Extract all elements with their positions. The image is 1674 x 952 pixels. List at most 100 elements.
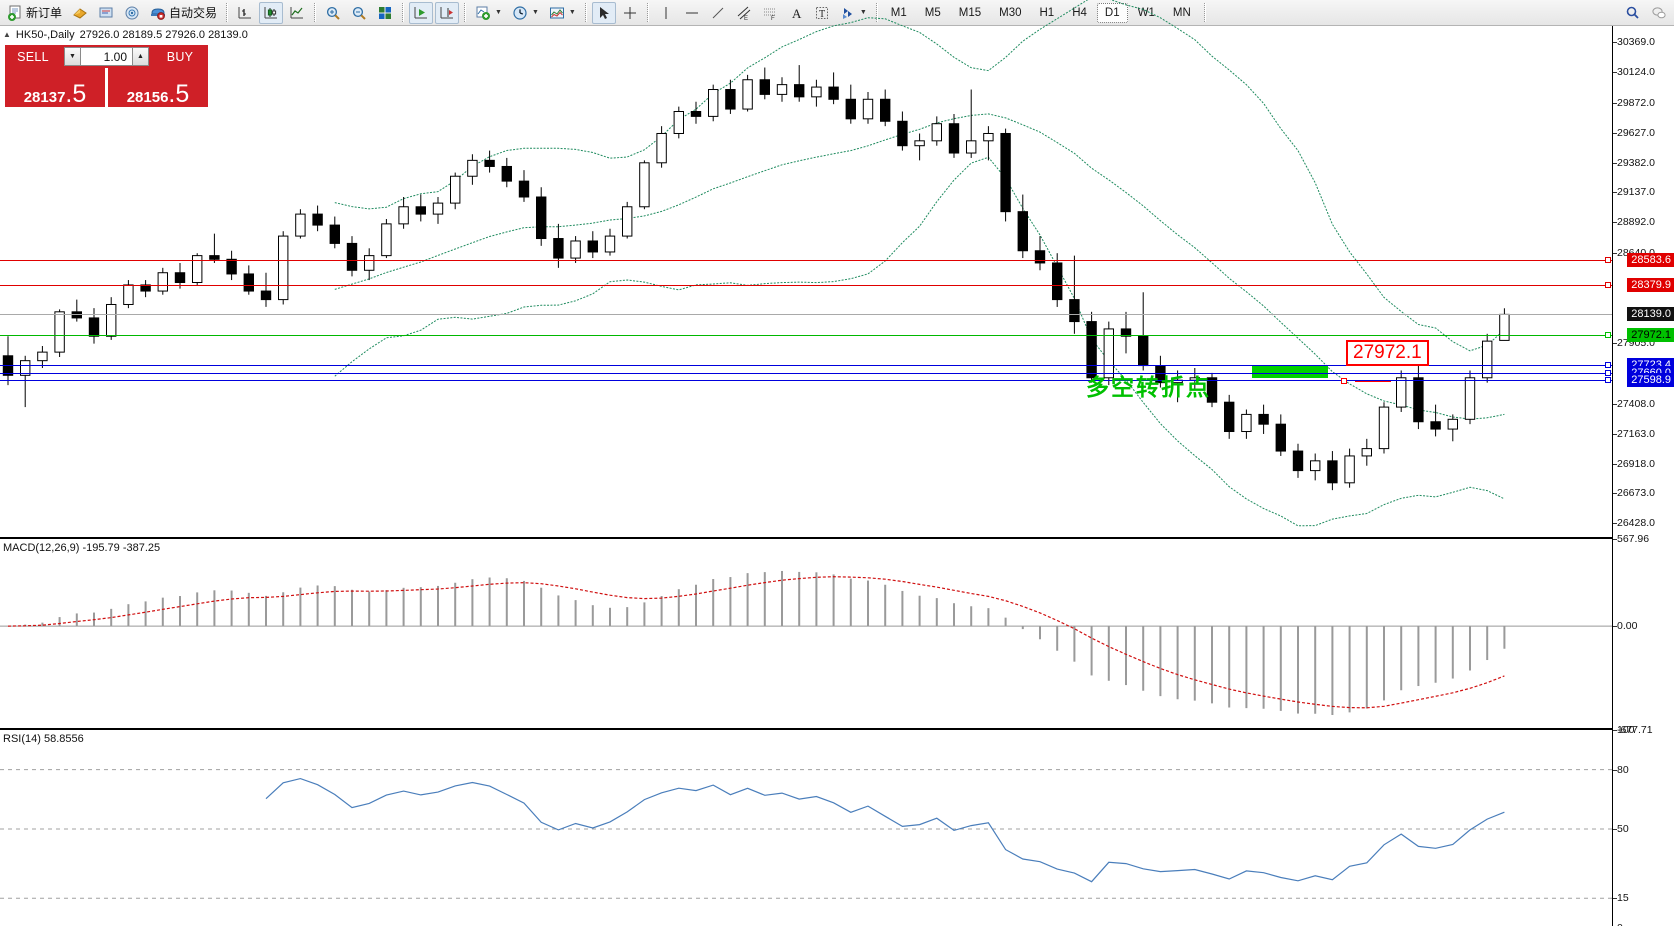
rsi-pane[interactable]: RSI(14) 58.8556 bbox=[0, 730, 1612, 928]
bid-price-integer: 28137 bbox=[23, 89, 66, 106]
chevron-down-icon[interactable]: ▼ bbox=[531, 9, 539, 16]
horizontal-level-line[interactable] bbox=[0, 372, 1612, 374]
price-level-label: 28583.6 bbox=[1627, 253, 1674, 268]
search-icon bbox=[1625, 5, 1641, 21]
collapse-triangle-icon[interactable]: ▲ bbox=[3, 30, 11, 39]
horizontal-line-button[interactable] bbox=[680, 2, 704, 24]
bid-price-fraction: .5 bbox=[65, 79, 87, 108]
level-line-handle[interactable] bbox=[1605, 281, 1611, 288]
timeframe-h4[interactable]: H4 bbox=[1072, 6, 1087, 19]
vertical-line-button[interactable] bbox=[654, 2, 678, 24]
horizontal-level-line[interactable] bbox=[0, 380, 1612, 382]
trendline-button[interactable] bbox=[706, 2, 730, 24]
horizontal-line-icon bbox=[684, 5, 700, 21]
zoom-out-icon bbox=[351, 5, 367, 21]
buy-price-button[interactable]: 28156 .5 bbox=[108, 68, 208, 107]
sell-price-button[interactable]: 28137 .5 bbox=[5, 68, 105, 107]
templates-button[interactable]: ▼ bbox=[545, 2, 580, 24]
add-indicator-button[interactable]: ▼ bbox=[471, 2, 506, 24]
volume-increase-button[interactable]: ▲ bbox=[132, 47, 149, 66]
line-chart-button[interactable] bbox=[285, 2, 309, 24]
bar-chart-icon bbox=[237, 5, 253, 21]
price-axis-tickmark bbox=[1613, 42, 1617, 43]
level-line-handle[interactable] bbox=[1605, 377, 1611, 384]
horizontal-level-line[interactable] bbox=[0, 314, 1612, 316]
rsi-axis-tick-label: 80 bbox=[1617, 763, 1629, 776]
macd-axis-tick-label: -677.71 bbox=[1617, 724, 1653, 736]
level-line-handle[interactable] bbox=[1605, 257, 1611, 264]
shapes-button[interactable]: ▼ bbox=[836, 2, 871, 24]
gold-button[interactable] bbox=[68, 2, 92, 24]
signals-button[interactable] bbox=[120, 2, 144, 24]
price-axis-tick-label: 29382.0 bbox=[1617, 156, 1655, 169]
toolbar-separator bbox=[314, 3, 317, 22]
macd-pane[interactable]: MACD(12,26,9) -195.79 -387.25 bbox=[0, 539, 1612, 730]
level-line-handle[interactable] bbox=[1605, 369, 1611, 376]
add-indicator-icon bbox=[475, 5, 491, 21]
timeframe-m15[interactable]: M15 bbox=[958, 6, 982, 19]
chat-button[interactable] bbox=[1647, 2, 1671, 24]
timeframe-h1[interactable]: H1 bbox=[1039, 6, 1055, 19]
timeframe-m30[interactable]: M30 bbox=[999, 6, 1022, 19]
crosshair-button[interactable] bbox=[618, 2, 642, 24]
toolbar-separator bbox=[402, 3, 405, 22]
buy-button-label[interactable]: BUY bbox=[152, 45, 208, 68]
search-button[interactable] bbox=[1621, 2, 1645, 24]
terminal-icon bbox=[98, 5, 114, 21]
chart-shift-button[interactable] bbox=[435, 1, 460, 24]
equidistant-channel-button[interactable]: E bbox=[732, 2, 756, 24]
sell-button-label[interactable]: SELL bbox=[5, 45, 61, 68]
price-axis-tick-label: 26673.0 bbox=[1617, 487, 1655, 500]
chevron-down-icon[interactable]: ▼ bbox=[859, 9, 867, 16]
timeframe-mn[interactable]: MN bbox=[1172, 6, 1191, 19]
toolbar-separator bbox=[1203, 3, 1206, 22]
autotrade-button[interactable]: 自动交易 bbox=[146, 2, 221, 24]
text-label-button[interactable]: T bbox=[810, 2, 834, 24]
new-order-button[interactable]: 新订单 bbox=[3, 2, 66, 24]
price-axis[interactable]: 30369.0 30124.0 29872.0 29627.0 29382.0 29137… bbox=[1612, 26, 1674, 934]
tile-windows-button[interactable] bbox=[373, 2, 397, 24]
zoom-out-button[interactable] bbox=[347, 2, 371, 24]
bar-chart-button[interactable] bbox=[233, 2, 257, 24]
text-button[interactable]: A bbox=[784, 2, 808, 24]
fibonacci-retracement-button[interactable]: F bbox=[758, 2, 782, 24]
level-line-handle[interactable] bbox=[1605, 362, 1611, 369]
macd-axis-tick-label: 0.00 bbox=[1617, 620, 1638, 633]
timeframe-d1[interactable]: D1 bbox=[1096, 2, 1128, 23]
ask-price-integer: 28156 bbox=[126, 89, 169, 106]
volume-decrease-button[interactable]: ▼ bbox=[64, 47, 81, 66]
horizontal-level-line[interactable] bbox=[0, 260, 1612, 262]
price-axis-tickmark bbox=[1613, 192, 1617, 194]
autotrade-icon bbox=[150, 5, 166, 21]
timeframe-m5[interactable]: M5 bbox=[924, 6, 941, 19]
level-line-handle[interactable] bbox=[1605, 331, 1611, 338]
chevron-down-icon[interactable]: ▼ bbox=[495, 9, 502, 16]
callout-anchor-handle[interactable] bbox=[1341, 378, 1347, 384]
timeframe-w1[interactable]: W1 bbox=[1137, 6, 1155, 19]
equidistant-channel-icon: E bbox=[736, 5, 752, 22]
price-axis-tick-label: 30369.0 bbox=[1617, 36, 1655, 48]
chevron-down-icon[interactable]: ▼ bbox=[568, 9, 576, 16]
timeframe-m1[interactable]: M1 bbox=[890, 6, 907, 19]
zoom-in-button[interactable] bbox=[321, 2, 345, 24]
turning-point-annotation[interactable]: 多空转折点 bbox=[1086, 375, 1211, 401]
terminal-button[interactable] bbox=[94, 2, 118, 24]
horizontal-level-line[interactable] bbox=[0, 365, 1612, 367]
horizontal-level-line[interactable] bbox=[0, 334, 1612, 336]
ask-price-fraction: .5 bbox=[168, 79, 190, 108]
price-callout-box[interactable]: 27972.1 bbox=[1346, 340, 1429, 366]
price-axis-tickmark bbox=[1613, 403, 1617, 405]
svg-text:F: F bbox=[771, 16, 775, 21]
period-clock-button[interactable]: ▼ bbox=[508, 2, 543, 24]
volume-input[interactable]: 1.00 bbox=[81, 47, 132, 66]
horizontal-level-line[interactable] bbox=[0, 284, 1612, 286]
price-pane[interactable]: 多空转折点 27972.1 bbox=[0, 0, 1612, 539]
signals-icon bbox=[124, 5, 140, 21]
auto-scroll-button[interactable] bbox=[409, 1, 434, 24]
volume-stepper[interactable]: ▼ 1.00 ▲ bbox=[61, 45, 152, 68]
cursor-button[interactable] bbox=[591, 1, 616, 24]
one-click-trading-panel: SELL ▼ 1.00 ▲ BUY 28137 .5 28156 .5 bbox=[5, 45, 208, 107]
candlestick-chart-button[interactable] bbox=[259, 1, 284, 24]
autotrade-label: 自动交易 bbox=[169, 6, 218, 20]
